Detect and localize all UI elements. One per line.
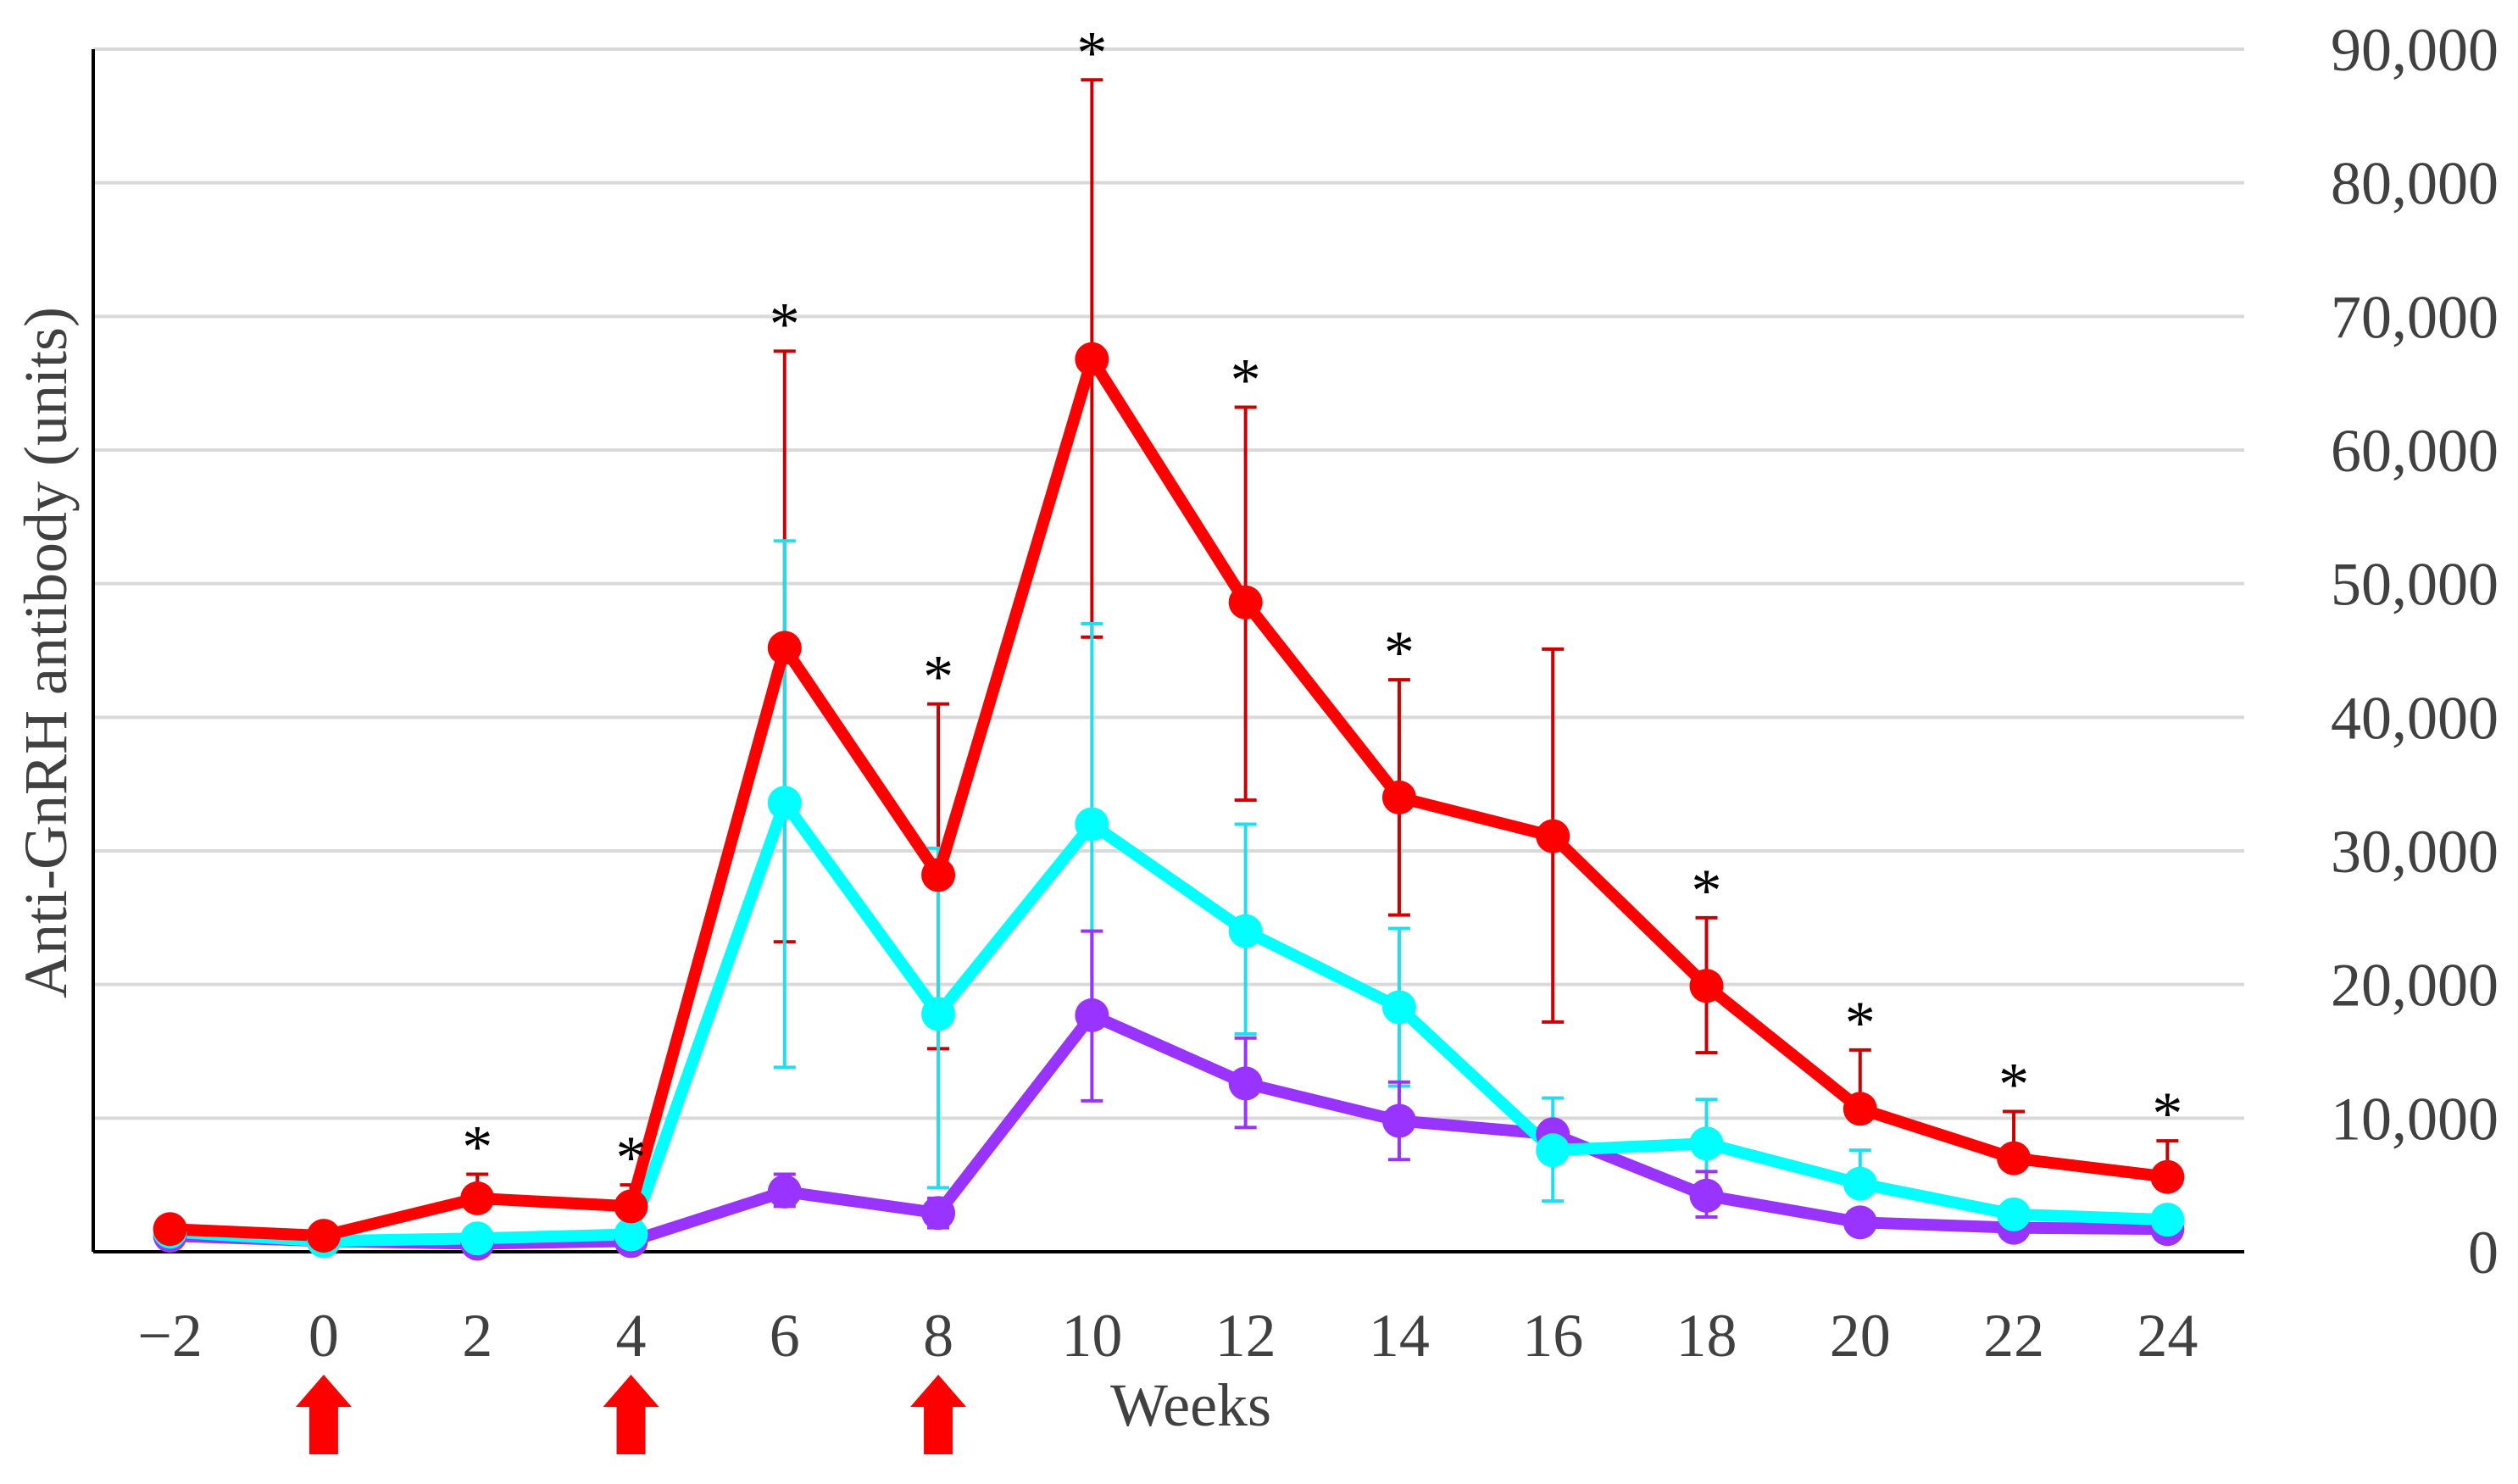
up-arrow-icon	[603, 1375, 659, 1454]
data-point	[1689, 1178, 1724, 1213]
significance-asterisk: *	[1845, 989, 1876, 1057]
x-tick-label: 10	[1061, 1302, 1122, 1370]
series-line-1	[164, 353, 2174, 1242]
significance-asterisk: *	[616, 1124, 647, 1192]
data-point	[1228, 585, 1263, 620]
y-tick-label: 60,000	[2331, 417, 2499, 485]
data-point	[767, 631, 802, 665]
y-tick-label: 30,000	[2331, 818, 2499, 886]
data-point	[1075, 998, 1109, 1032]
x-tick-label: 14	[1369, 1302, 1430, 1370]
data-point	[153, 1212, 187, 1247]
data-point	[2150, 1159, 2185, 1194]
y-tick-label: 80,000	[2331, 150, 2499, 218]
data-point	[1075, 342, 1109, 376]
data-point	[1381, 990, 1416, 1025]
data-point	[1228, 1066, 1263, 1101]
error-bars	[466, 78, 2179, 1230]
data-point	[1075, 807, 1109, 842]
x-axis-title: Weeks	[1110, 1371, 1271, 1439]
y-tick-label: 10,000	[2331, 1085, 2499, 1153]
x-tick-label: 24	[2137, 1302, 2198, 1370]
data-point	[767, 1175, 802, 1209]
significance-asterisk: *	[462, 1114, 492, 1181]
up-arrow-icon	[295, 1375, 352, 1454]
significance-marks: * * * * * * * * * * *	[462, 19, 2182, 1192]
x-tick-label: 4	[616, 1302, 647, 1370]
x-tick-label: 8	[923, 1302, 953, 1370]
data-point	[1997, 1197, 2032, 1231]
y-tick-label: 0	[2468, 1219, 2499, 1287]
data-point	[306, 1219, 341, 1253]
significance-asterisk: *	[1998, 1050, 2029, 1118]
significance-asterisk: *	[1384, 619, 1415, 686]
data-point	[1536, 1133, 1570, 1168]
axes	[92, 49, 2244, 1253]
y-tick-label: 90,000	[2331, 16, 2499, 84]
x-tick-label: −2	[137, 1302, 203, 1370]
y-tick-label: 70,000	[2331, 283, 2499, 351]
data-point	[1843, 1166, 1877, 1201]
significance-asterisk: *	[1076, 19, 1107, 86]
data-point	[1997, 1141, 2032, 1176]
y-axis-title: Anti-GnRH antibody (units)	[12, 307, 80, 998]
significance-asterisk: *	[770, 290, 800, 358]
series-lines	[164, 353, 2174, 1250]
data-point	[1536, 819, 1570, 853]
series-points	[153, 342, 2185, 1261]
data-point	[614, 1217, 648, 1252]
significance-asterisk: *	[2152, 1080, 2182, 1148]
data-point	[614, 1189, 648, 1224]
up-arrow-icon	[910, 1375, 967, 1454]
data-point	[767, 786, 802, 820]
data-point	[1689, 1126, 1724, 1161]
x-tick-label: 6	[770, 1302, 800, 1370]
y-tick-label: 20,000	[2331, 952, 2499, 1020]
series-line-2	[164, 797, 2174, 1248]
data-point	[460, 1221, 495, 1256]
x-tick-label: 20	[1830, 1302, 1891, 1370]
x-tick-label: 12	[1215, 1302, 1276, 1370]
data-point	[2150, 1203, 2185, 1237]
data-point	[460, 1181, 495, 1215]
data-point	[1381, 1103, 1416, 1138]
data-point	[1228, 914, 1263, 948]
significance-asterisk: *	[1231, 347, 1261, 414]
x-tick-label: 2	[462, 1302, 492, 1370]
gridlines	[93, 47, 2244, 1120]
tick-labels: 0 10,000 20,000 30,000 40,000 50,000 60,000 70,…	[137, 16, 2499, 1370]
y-tick-label: 40,000	[2331, 684, 2499, 752]
x-tick-label: 18	[1676, 1302, 1737, 1370]
data-point	[1843, 1092, 1877, 1126]
data-point	[1689, 969, 1724, 1003]
x-tick-label: 22	[1983, 1302, 2044, 1370]
data-point	[921, 858, 956, 892]
significance-asterisk: *	[923, 643, 953, 711]
data-point	[921, 997, 956, 1031]
data-point	[1381, 780, 1416, 814]
data-point	[1843, 1205, 1877, 1240]
x-tick-label: 0	[308, 1302, 339, 1370]
significance-asterisk: *	[1692, 857, 1722, 925]
x-tick-label: 16	[1522, 1302, 1583, 1370]
treatment-arrows	[295, 1375, 967, 1454]
data-point	[921, 1196, 956, 1231]
y-tick-label: 50,000	[2331, 551, 2499, 619]
